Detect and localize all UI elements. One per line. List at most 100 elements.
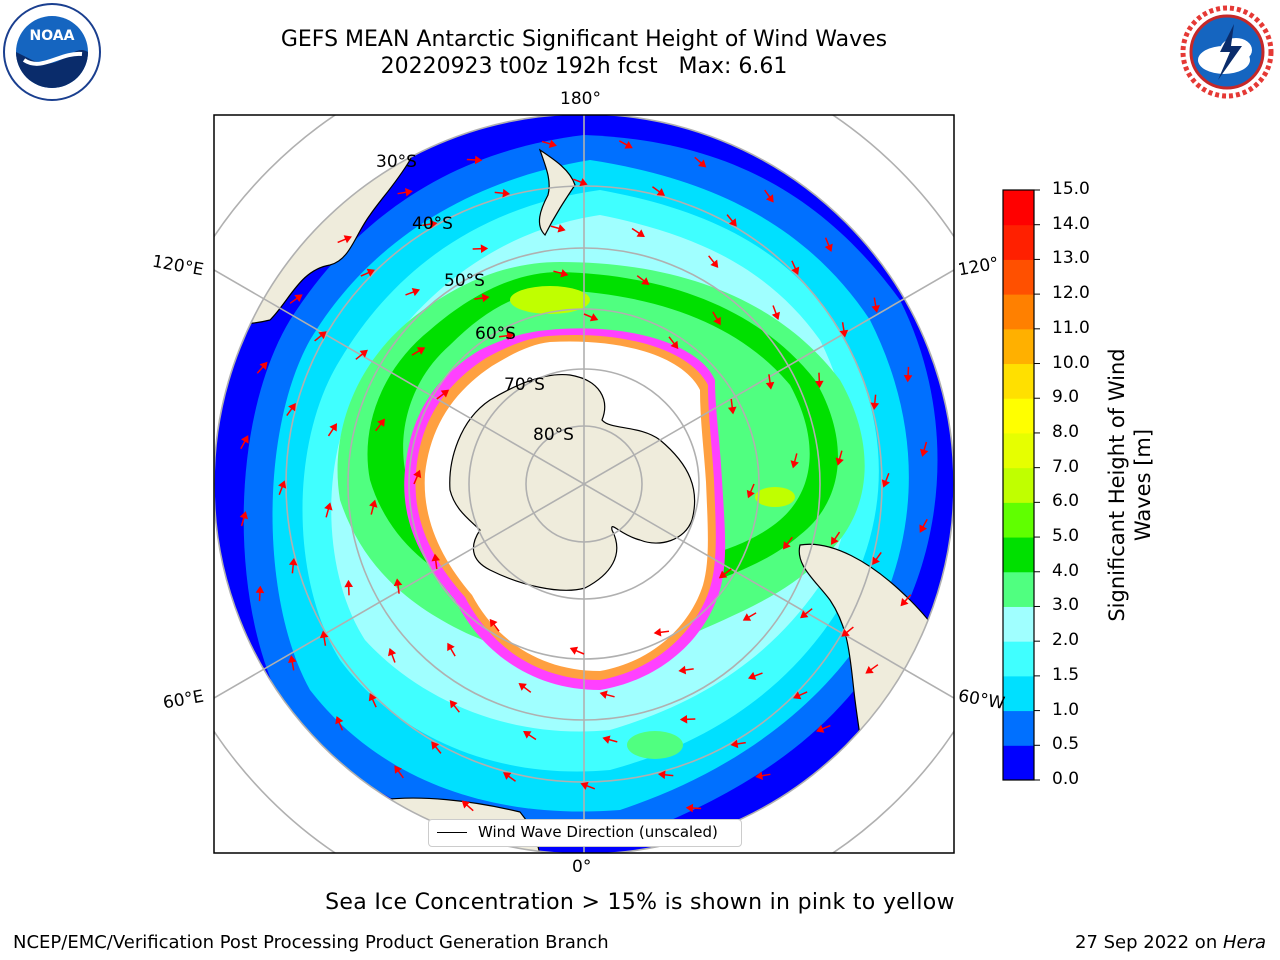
wind-wave-arrowhead	[835, 457, 844, 466]
wind-wave-arrowhead	[560, 269, 569, 278]
colorbar-tick-label: 3.0	[1052, 595, 1080, 616]
wind-wave-arrowhead	[503, 772, 512, 780]
wind-wave-arrowhead	[239, 511, 248, 520]
chart-title: GEFS MEAN Antarctic Significant Height o…	[280, 27, 888, 52]
wind-wave-arrowhead	[440, 389, 450, 398]
colorbar-swatch	[1003, 259, 1034, 295]
wind-wave-arrowhead	[800, 610, 809, 619]
wind-wave-arrowhead	[288, 655, 297, 664]
noaa-logo: NOAA	[3, 3, 101, 101]
wind-wave-arrowhead	[278, 480, 287, 489]
colorbar-swatch	[1003, 363, 1034, 399]
colorbar-swatch	[1003, 432, 1034, 469]
wind-wave-arrowhead	[814, 380, 824, 389]
wind-wave-arrowhead	[771, 311, 780, 321]
colorbar-tick-label: 12.0	[1052, 283, 1090, 304]
colorbar-swatch	[1003, 675, 1034, 712]
wind-wave-arrowhead	[324, 502, 333, 511]
colorbar-swatch	[1003, 294, 1034, 330]
wind-wave-arrowhead	[288, 557, 298, 566]
colorbar-tick-label: 13.0	[1052, 248, 1090, 269]
wind-wave-arrowhead	[670, 340, 679, 350]
colorbar-swatch	[1003, 328, 1034, 365]
wind-wave-arrowhead	[366, 268, 375, 277]
colorbar-tick-label: 5.0	[1052, 526, 1080, 547]
colorbar-tick-label: 8.0	[1052, 421, 1080, 442]
colorbar-tick-label: 15.0	[1052, 179, 1090, 199]
wind-wave-arrowhead	[746, 489, 755, 499]
footer-credit: NCEP/EMC/Verification Post Processing Pr…	[13, 932, 609, 953]
footer-host: Hera	[1222, 932, 1266, 953]
wind-wave-arrowhead	[685, 803, 694, 813]
wind-wave-arrowhead	[657, 770, 666, 780]
wind-wave-arrowhead	[839, 329, 849, 338]
colorbar-tick-label: 0.5	[1052, 734, 1080, 755]
wind-wave-arrowhead	[319, 630, 329, 639]
wind-wave-arrowhead	[782, 541, 791, 550]
wind-wave-arrowhead	[413, 469, 422, 479]
wind-wave-arrowhead	[747, 671, 757, 680]
wind-wave-arrowhead	[393, 578, 403, 587]
wind-wave-arrowhead	[480, 244, 489, 254]
wind-wave-arrowhead	[599, 690, 608, 699]
wind-wave-arrowhead	[335, 716, 344, 725]
colorbar-swatch	[1003, 571, 1034, 607]
wind-wave-arrowhead	[489, 618, 498, 628]
wind-wave-arrowhead	[557, 224, 566, 233]
wind-wave-arrowhead	[656, 188, 665, 196]
wind-wave-arrowhead	[259, 361, 268, 370]
wind-wave-arrowhead	[653, 627, 662, 637]
wind-wave-arrowhead	[359, 349, 368, 358]
wind-wave-arrowhead	[411, 288, 421, 297]
colorbar-tick-label: 6.0	[1052, 491, 1080, 512]
wind-wave-arrowhead	[447, 642, 455, 652]
colorbar-tick-label: 7.0	[1052, 456, 1080, 477]
colorbar-tick-label: 9.0	[1052, 387, 1080, 408]
colorbar-tick-label: 1.5	[1052, 664, 1080, 685]
colorbar-tick-label: 0.0	[1052, 769, 1080, 789]
lat-label-30s: 30°S	[376, 152, 417, 172]
wind-wave-arrowhead	[830, 536, 839, 545]
lon-label-180: 180°	[560, 89, 601, 109]
lon-label-0: 0°	[572, 857, 592, 877]
wind-wave-arrowhead	[388, 647, 397, 657]
nws-logo	[1180, 5, 1274, 99]
wind-wave-arrowhead	[870, 402, 880, 411]
colorbar-swatch	[1003, 190, 1034, 226]
colorbar-tick-label: 1.0	[1052, 699, 1080, 720]
legend-label: Wind Wave Direction (unscaled)	[478, 823, 718, 841]
wind-wave-arrowhead	[368, 693, 377, 702]
wind-wave-arrowhead	[474, 155, 483, 165]
wind-wave-arrowhead	[713, 316, 721, 326]
wind-wave-arrowhead	[920, 448, 929, 457]
wind-wave-arrowhead	[765, 194, 774, 203]
legend-line-swatch	[437, 832, 467, 833]
wind-wave-arrowhead	[793, 691, 802, 700]
wind-wave-arrowhead	[742, 613, 752, 621]
footer-date-text: 27 Sep 2022 on	[1075, 932, 1223, 953]
wave-max-patch-2	[755, 487, 795, 507]
colorbar-swatch	[1003, 710, 1034, 746]
colorbar-swatch	[1003, 537, 1034, 573]
wind-wave-arrowhead	[344, 579, 354, 588]
wind-wave-arrowhead	[294, 294, 303, 303]
wind-wave-arrowhead	[900, 598, 909, 607]
colorbar-swatch	[1003, 606, 1034, 642]
noaa-logo-text: NOAA	[30, 28, 75, 44]
wind-wave-arrowhead	[872, 556, 880, 565]
lat-label-60s: 60°S	[475, 324, 516, 344]
map-frame	[213, 114, 955, 854]
wind-wave-arrowhead	[728, 218, 737, 227]
wind-wave-arrowhead	[678, 665, 687, 675]
colorbar-swatch	[1003, 467, 1034, 503]
wind-wave-arrowhead	[641, 277, 650, 286]
chart-subtitle: 20220923 t00z 192h fcst Max: 6.61	[380, 54, 788, 79]
wind-wave-arrowhead	[416, 347, 426, 355]
wind-wave-arrowhead	[369, 499, 378, 508]
wind-wave-arrowhead	[431, 741, 440, 750]
wind-wave-arrowhead	[903, 374, 913, 383]
map-legend: Wind Wave Direction (unscaled)	[428, 819, 742, 847]
wind-wave-arrowhead	[824, 243, 833, 252]
colorbar-swatch	[1003, 502, 1034, 538]
